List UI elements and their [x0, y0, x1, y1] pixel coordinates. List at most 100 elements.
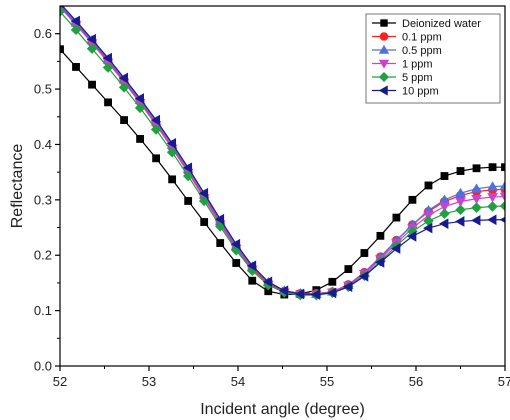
data-point [216, 239, 225, 247]
legend-label: 10 ppm [402, 86, 439, 98]
data-point [166, 146, 178, 158]
data-point [439, 208, 450, 219]
data-point [310, 289, 321, 300]
x-axis-title: Incident angle (degree) [200, 401, 365, 418]
legend-item: 0.5 ppm [372, 44, 442, 57]
data-point [262, 276, 273, 288]
data-point [439, 218, 449, 229]
data-point [391, 243, 401, 254]
data-point [120, 116, 128, 124]
y-tick-label: 0.4 [34, 137, 52, 152]
data-point [166, 138, 177, 149]
legend-item: Deionized water [372, 18, 481, 30]
data-point [455, 204, 466, 216]
data-point [232, 259, 241, 267]
legend-marker [378, 71, 390, 83]
data-point [455, 216, 465, 227]
data-point [455, 197, 466, 207]
legend-item: 5 ppm [372, 71, 433, 84]
data-point [360, 249, 369, 257]
data-point [104, 98, 112, 107]
axis-layer: 52 53 54 55 56 57 0.0 0.1 0.2 0.3 0.4 0.5 0.6 [34, 26, 510, 389]
data-point [374, 257, 385, 268]
y-axis-title: Reflectance [9, 144, 26, 229]
data-point [472, 164, 481, 173]
data-point [423, 222, 433, 234]
data-point [456, 167, 465, 175]
data-point [488, 163, 497, 172]
data-point [376, 231, 385, 240]
x-tick-label: 57 [498, 374, 510, 389]
data-point [408, 195, 417, 204]
data-point [487, 181, 498, 191]
x-tick-label: 56 [409, 374, 423, 389]
data-point [184, 197, 193, 205]
data-point [342, 281, 353, 293]
data-point [102, 52, 112, 64]
data-point [182, 170, 194, 182]
y-tick-label: 0.3 [34, 192, 52, 207]
data-point [70, 15, 80, 27]
data-point [440, 172, 449, 180]
legend-label: Deionized water [402, 18, 481, 30]
legend-item: 0.1 ppm [372, 32, 442, 44]
data-point [248, 276, 257, 285]
data-point [70, 24, 82, 36]
data-point [60, 6, 66, 17]
x-tick-label: 55 [320, 374, 334, 389]
series-5 [60, 6, 505, 300]
data-point [134, 93, 144, 104]
data-point [344, 265, 353, 273]
data-point [471, 202, 482, 213]
data-point [200, 218, 209, 226]
data-point [487, 214, 497, 226]
legend-label: 5 ppm [402, 72, 433, 84]
data-point [88, 80, 96, 89]
data-point [487, 193, 498, 203]
data-point [358, 270, 369, 282]
data-point [471, 183, 482, 193]
data-point [72, 63, 80, 71]
data-point [278, 285, 289, 296]
data-point [168, 175, 177, 184]
y-tick-label: 0.5 [34, 82, 52, 97]
x-tick-label: 52 [53, 374, 67, 389]
legend-marker [380, 19, 388, 27]
data-point [134, 102, 146, 114]
data-point [471, 215, 481, 226]
legend-label: 0.5 ppm [402, 45, 442, 57]
data-point [246, 260, 257, 272]
data-point [150, 114, 161, 126]
legend-marker [379, 32, 389, 41]
y-tick-label: 0.0 [34, 359, 52, 374]
data-point [392, 213, 401, 222]
x-tick-label: 53 [142, 374, 156, 389]
data-point [326, 287, 337, 299]
data-point [499, 180, 505, 190]
legend-marker [378, 44, 390, 54]
legend-marker [378, 59, 390, 69]
legend-label: 1 ppm [402, 59, 433, 71]
data-point [407, 231, 417, 242]
data-point [198, 187, 209, 199]
legend-label: 0.1 ppm [402, 32, 442, 44]
legend-box [365, 13, 501, 104]
y-tick-label: 0.1 [34, 303, 52, 318]
data-point [150, 124, 162, 135]
data-point [214, 213, 225, 225]
data-point [230, 238, 241, 250]
data-point [102, 62, 114, 73]
data-point [328, 277, 337, 286]
series-layer [60, 6, 505, 301]
y-tick-label: 0.6 [34, 26, 52, 41]
data-point [86, 43, 98, 54]
y-tick-label: 0.2 [34, 248, 52, 263]
data-point [182, 162, 193, 174]
data-point [86, 33, 96, 45]
data-point [294, 288, 305, 300]
legend-marker [378, 85, 388, 96]
data-point [424, 181, 433, 190]
legend-item: 10 ppm [372, 85, 439, 98]
